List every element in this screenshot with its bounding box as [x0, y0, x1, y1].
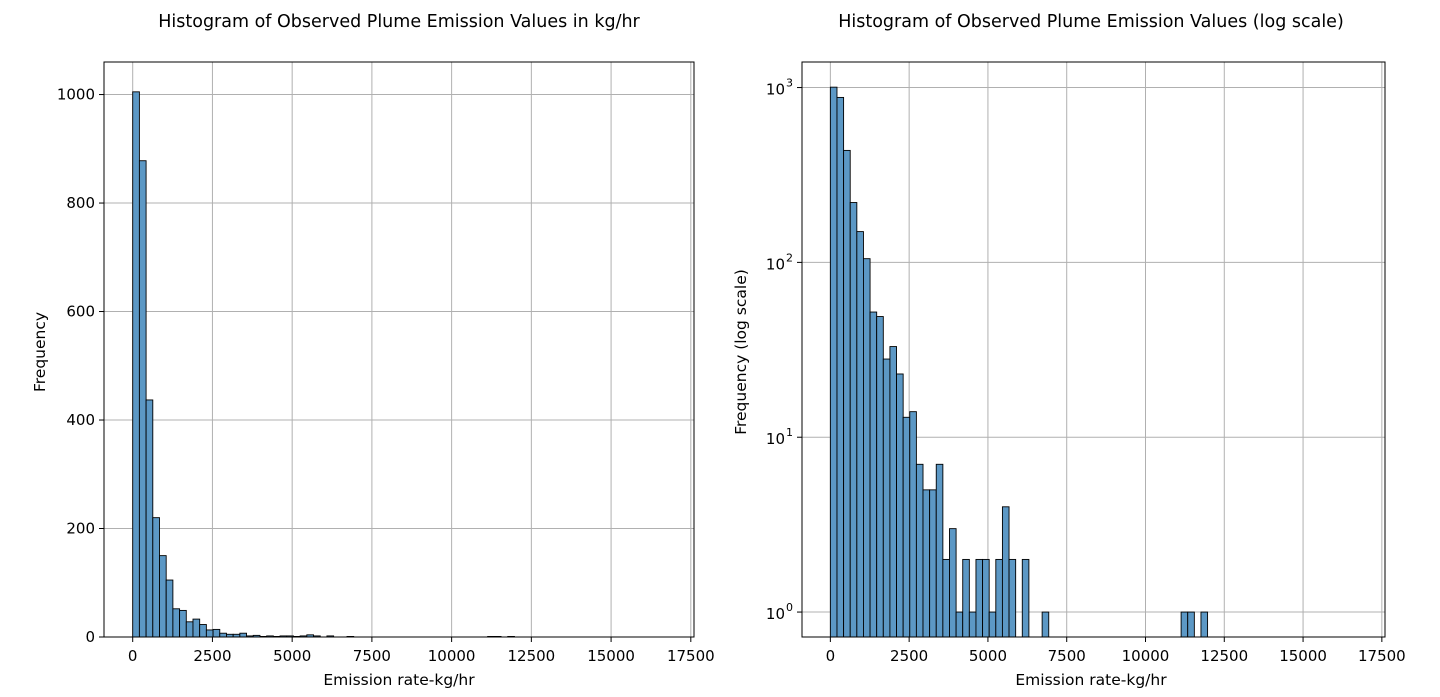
- histogram-bar: [869, 311, 878, 638]
- histogram-bar: [863, 258, 871, 638]
- x-tick-label: 12500: [1200, 647, 1248, 665]
- x-tick-label: 7500: [1048, 647, 1086, 665]
- x-tick-label: 17500: [667, 647, 715, 665]
- histogram-bar: [829, 86, 838, 638]
- y-tick-label: 10: [766, 605, 785, 623]
- histogram-bar: [915, 463, 924, 638]
- histogram-bar: [975, 558, 984, 638]
- y-tick-exponent: 1: [786, 426, 793, 439]
- histogram-bar: [132, 91, 140, 638]
- x-tick-label: 5000: [273, 647, 311, 665]
- chart-title: Histogram of Observed Plume Emission Val…: [838, 12, 1344, 32]
- histogram-bar: [843, 149, 851, 638]
- x-tick-label: 10000: [1122, 647, 1170, 665]
- x-tick-label: 15000: [1279, 647, 1327, 665]
- y-tick-label: 10: [766, 255, 785, 273]
- histogram-bar: [922, 489, 931, 638]
- histogram-bar: [962, 558, 970, 638]
- y-tick-label: 400: [66, 411, 95, 429]
- histogram-bar: [882, 358, 891, 638]
- x-tick-label: 17500: [1358, 647, 1406, 665]
- histogram-bars: [829, 86, 1209, 638]
- histogram-bar: [988, 611, 997, 638]
- histogram-bar: [1180, 611, 1189, 638]
- histogram-bar: [849, 202, 858, 638]
- histogram-bar: [152, 517, 160, 638]
- x-tick-label: 0: [826, 647, 836, 665]
- x-tick-label: 0: [128, 647, 138, 665]
- x-axis-label: Emission rate-kg/hr: [1015, 671, 1167, 689]
- histogram-bar: [199, 624, 207, 638]
- y-tick-label: 0: [85, 628, 95, 646]
- x-tick-label: 12500: [507, 647, 555, 665]
- x-tick-label: 2500: [193, 647, 231, 665]
- histogram-bar: [219, 632, 227, 638]
- chart-title: Histogram of Observed Plume Emission Val…: [158, 12, 640, 32]
- histogram-bar: [159, 555, 167, 638]
- y-axis-label: Frequency (log scale): [732, 269, 750, 435]
- histogram-bar: [145, 399, 154, 638]
- y-tick-label: 1000: [57, 86, 95, 104]
- y-tick-label: 600: [66, 303, 95, 321]
- histogram-bar: [179, 609, 187, 638]
- histogram-bar: [902, 416, 911, 638]
- x-tick-label: 15000: [587, 647, 635, 665]
- x-tick-label: 2500: [890, 647, 928, 665]
- axes-frame: [103, 61, 695, 638]
- histogram-bar: [949, 528, 957, 638]
- histogram-bar: [968, 611, 977, 638]
- log-histogram-panel: Histogram of Observed Plume Emission Val…: [732, 12, 1406, 689]
- histogram-bar: [942, 558, 950, 638]
- y-tick-label: 800: [66, 194, 95, 212]
- histogram-bar: [205, 629, 214, 638]
- histogram-bar: [165, 579, 174, 638]
- histogram-bar: [995, 558, 1003, 638]
- y-axis-label: Frequency: [31, 312, 49, 392]
- x-axis-label: Emission rate-kg/hr: [323, 671, 475, 689]
- histogram-bar: [856, 231, 864, 638]
- histogram-bar: [909, 411, 917, 638]
- x-tick-label: 5000: [969, 647, 1007, 665]
- linear-histogram-panel: Histogram of Observed Plume Emission Val…: [31, 12, 715, 689]
- y-tick-exponent: 3: [786, 77, 793, 90]
- y-tick-label: 10: [766, 81, 785, 99]
- histogram-bar: [1187, 611, 1195, 638]
- histogram-bar: [1200, 611, 1209, 638]
- histogram-bar: [876, 316, 884, 638]
- histogram-bar: [889, 346, 897, 638]
- histogram-bar: [138, 160, 147, 638]
- histogram-bar: [1021, 558, 1030, 638]
- histogram-bar: [836, 96, 845, 638]
- y-tick-label: 200: [66, 520, 95, 538]
- histogram-bar: [172, 608, 181, 638]
- histogram-bar: [929, 489, 937, 638]
- histogram-bar: [982, 558, 990, 638]
- y-tick-exponent: 0: [786, 601, 793, 614]
- histogram-bar: [185, 621, 194, 638]
- histogram-bar: [1008, 558, 1017, 638]
- axes-frame: [801, 61, 1386, 638]
- x-tick-label: 10000: [428, 647, 476, 665]
- y-tick-label: 10: [766, 430, 785, 448]
- histogram-bar: [935, 463, 944, 638]
- histogram-bar: [955, 611, 964, 638]
- y-tick-exponent: 2: [786, 251, 793, 264]
- histogram-bar: [1041, 611, 1050, 638]
- histogram-bars: [132, 91, 515, 638]
- histogram-bar: [896, 373, 904, 638]
- histogram-bar: [239, 632, 248, 638]
- grid: [104, 62, 694, 638]
- histogram-bar: [192, 618, 201, 638]
- histogram-bar: [1001, 506, 1010, 638]
- histogram-bar: [212, 628, 221, 638]
- x-tick-label: 7500: [353, 647, 391, 665]
